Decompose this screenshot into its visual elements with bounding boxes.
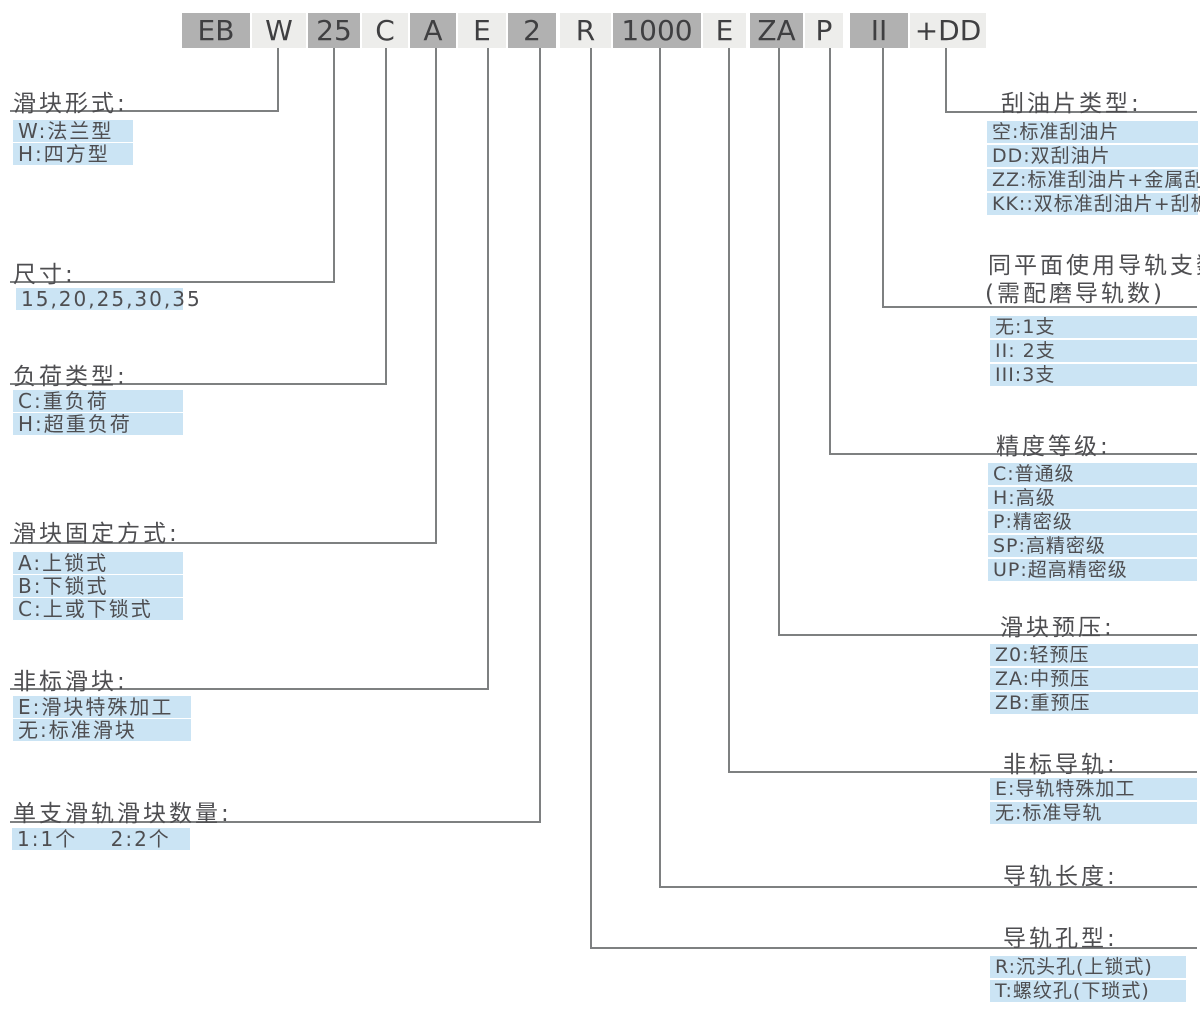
code-segment-block-fixing: A (410, 13, 456, 48)
connector-load-type-hline (10, 383, 387, 385)
option-row: C:重负荷 (13, 390, 183, 412)
connector-block-fixing-hline (10, 542, 437, 544)
code-segment-block-count: 2 (508, 13, 556, 48)
option-row: E:导轨特殊加工 (990, 778, 1197, 800)
code-segment-rail-length: 1000 (613, 13, 701, 48)
connector-preload-vline (778, 48, 780, 636)
option-row: III:3支 (990, 364, 1197, 386)
section-title-block-count: 单支滑轨滑块数量: (13, 801, 232, 827)
option-row: 无:标准导轨 (990, 802, 1197, 824)
code-segment-size: 25 (308, 13, 360, 48)
option-row: R:沉头孔(上锁式) (990, 956, 1186, 978)
section-title-rail-length: 导轨长度: (1003, 864, 1118, 890)
connector-rail-count-vline (882, 48, 884, 308)
code-segment-block-form: W (252, 13, 306, 48)
connector-rail-length-hline (659, 886, 1197, 888)
connector-block-form-hline (10, 110, 279, 112)
code-segment-rail-hole-type: R (560, 13, 611, 48)
option-row: 无:标准滑块 (13, 719, 191, 741)
connector-preload-hline (778, 634, 1197, 636)
option-row: 无:1支 (990, 316, 1197, 338)
option-row: P:精密级 (988, 511, 1197, 533)
section-title-nonstd-rail: 非标导轨: (1003, 752, 1118, 778)
section-title-rail-hole: 导轨孔型: (1003, 926, 1118, 952)
option-row: 15,20,25,30,35 (16, 288, 200, 310)
option-row: 空:标准刮油片 (987, 121, 1198, 143)
option-row: W:法兰型 (13, 120, 133, 142)
section-title-preload: 滑块预压: (1000, 615, 1115, 641)
section-title-accuracy: 精度等级: (996, 434, 1111, 460)
section-title-rail-count: 同平面使用导轨支数 (988, 253, 1200, 279)
option-row: ZZ:标准刮油片+金属刮板 (987, 169, 1200, 191)
connector-nonstd-rail-hline (728, 771, 1197, 773)
option-row: SP:高精密级 (988, 535, 1197, 557)
section-title-nonstd-block: 非标滑块: (13, 669, 128, 695)
code-segment-accuracy: P (805, 13, 843, 48)
section-title-load-type: 负荷类型: (13, 364, 128, 390)
connector-wiper-type-hline (945, 111, 1197, 113)
option-row: II: 2支 (990, 340, 1197, 362)
code-segment-nonstd-rail: E (703, 13, 746, 48)
connector-block-fixing-vline (435, 48, 437, 544)
connector-block-count-hline (10, 821, 541, 823)
connector-size-vline (333, 48, 335, 283)
option-row: DD:双刮油片 (987, 145, 1198, 167)
connector-nonstd-rail-vline (728, 48, 730, 773)
connector-block-form-vline (277, 48, 279, 112)
section-title-size: 尺寸: (13, 262, 76, 288)
option-row: C:上或下锁式 (13, 598, 183, 620)
code-segment-preload: ZA (750, 13, 803, 48)
option-row: Z0:轻预压 (990, 644, 1198, 666)
connector-rail-length-vline (659, 48, 661, 888)
code-segment-nonstd-block: E (458, 13, 506, 48)
option-row: B:下锁式 (13, 575, 183, 597)
option-row: ZB:重预压 (990, 692, 1198, 714)
option-row: H:四方型 (13, 143, 133, 165)
option-row: ZA:中预压 (990, 668, 1198, 690)
code-segment-rail-count: II (850, 13, 908, 48)
code-segment-load-type: C (362, 13, 408, 48)
option-row: H:高级 (988, 487, 1197, 509)
code-segment-wiper-type: +DD (910, 13, 986, 48)
option-row: UP:超高精密级 (988, 559, 1197, 581)
option-row: T:螺纹孔(下琐式) (990, 980, 1186, 1002)
connector-accuracy-vline (829, 48, 831, 455)
connector-load-type-vline (385, 48, 387, 385)
option-row: E:滑块特殊加工 (13, 696, 191, 718)
section-title-block-fixing: 滑块固定方式: (13, 521, 180, 547)
section-title-wiper-type: 刮油片类型: (1001, 91, 1142, 117)
connector-rail-hole-vline (590, 48, 592, 949)
connector-accuracy-hline (829, 453, 1197, 455)
code-segment-series: EB (182, 13, 250, 48)
option-row: H:超重负荷 (13, 413, 183, 435)
option-row: KK::双标准刮油片+刮板 (987, 193, 1200, 215)
section-title-slider-form: 滑块形式: (13, 91, 128, 117)
connector-nonstd-block-hline (10, 688, 489, 690)
connector-size-hline (10, 281, 335, 283)
option-row: C:普通级 (988, 463, 1197, 485)
option-row: 1:1个 2:2个 (12, 828, 190, 850)
connector-wiper-type-vline (945, 48, 947, 113)
connector-rail-count-hline (882, 306, 1197, 308)
connector-rail-hole-hline (590, 947, 1197, 949)
section-subtitle-rail-count: (需配磨导轨数) (985, 281, 1165, 307)
option-row: A:上锁式 (13, 552, 183, 574)
connector-block-count-vline (539, 48, 541, 823)
connector-nonstd-block-vline (487, 48, 489, 690)
